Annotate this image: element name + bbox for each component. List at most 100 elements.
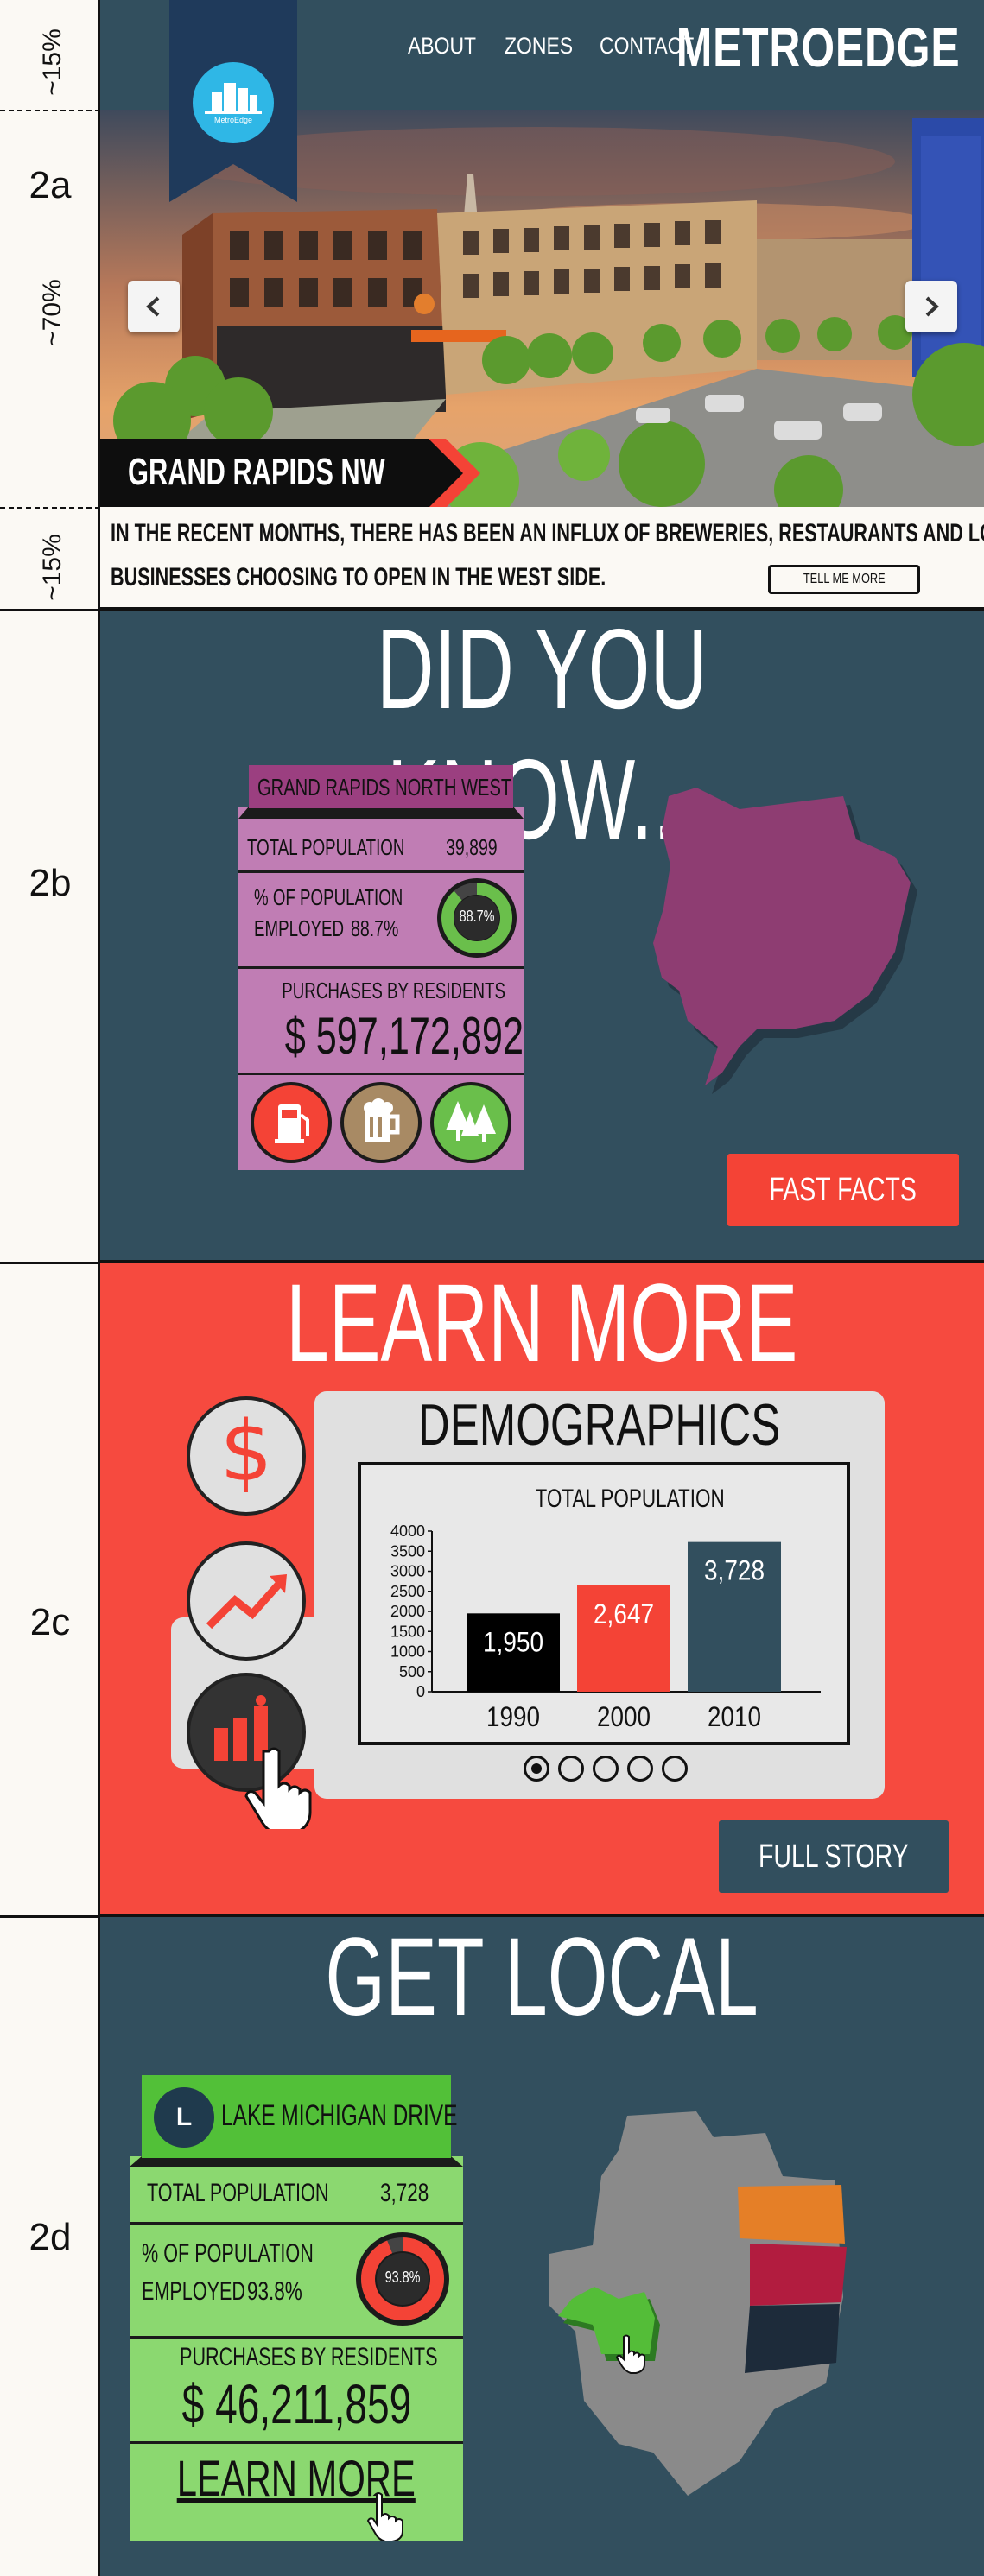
population-value: 39,899 — [446, 834, 498, 860]
location-tag: GRAND RAPIDS NW — [100, 439, 480, 508]
pagination-dot[interactable] — [593, 1756, 619, 1782]
annotation-row-2c: 2c — [0, 1264, 100, 1918]
stats-card-title: GRAND RAPIDS NORTH WEST — [257, 774, 512, 801]
nav-about[interactable]: ABOUT — [408, 33, 477, 59]
local-employed-ring: 93.8% — [354, 2231, 451, 2327]
population-label: TOTAL POPULATION — [247, 834, 405, 860]
local-purchases-label: PURCHASES BY RESIDENTS — [180, 2343, 438, 2371]
divider — [238, 966, 524, 969]
logo-icon: MetroEdge — [193, 62, 274, 143]
pagination-dot[interactable] — [627, 1756, 653, 1782]
bar-2000 — [577, 1585, 670, 1692]
employed-ring-label: 88.7% — [459, 908, 495, 925]
employed-value: 88.7% — [351, 915, 399, 941]
divider — [130, 2441, 463, 2444]
employed-label-1: % OF POPULATION — [254, 884, 403, 910]
data-label: 3,728 — [704, 1555, 765, 1586]
annotation-divider — [0, 507, 100, 509]
data-label: 1,950 — [483, 1626, 543, 1657]
bar-2010 — [688, 1541, 781, 1692]
trend-up-icon[interactable] — [187, 1541, 306, 1661]
local-population-value: 3,728 — [380, 2179, 429, 2207]
section-did-you-know: DID YOU KNOW... GRAND RAPIDS NORTH WEST … — [100, 605, 984, 1263]
intro-line-1: IN THE RECENT MONTHS, THERE HAS BEEN AN … — [111, 519, 984, 547]
section-hero: ABOUT ZONES CONTACT METROEDGE — [100, 0, 984, 611]
local-stats-card: L LAKE MICHIGAN DRIVE TOTAL POPULATION 3… — [130, 2075, 463, 2541]
x-tick-label: 2000 — [597, 1701, 651, 1732]
dollar-icon[interactable]: $ — [187, 1396, 306, 1516]
pagination-dot[interactable] — [662, 1756, 688, 1782]
gas-pump-icon[interactable] — [251, 1082, 332, 1163]
carousel-prev-button[interactable] — [128, 281, 180, 332]
chevron-right-icon — [925, 296, 939, 317]
y-tick-label: 2000 — [390, 1603, 425, 1620]
annotation-pct-mid: ~70% — [37, 279, 67, 346]
divider — [238, 1073, 524, 1075]
local-card-body — [130, 2156, 463, 2541]
data-label: 2,647 — [594, 1598, 654, 1630]
hand-pointer-icon — [366, 2492, 403, 2541]
fast-facts-button[interactable]: FAST FACTS — [727, 1154, 959, 1226]
nav-zones[interactable]: ZONES — [505, 33, 574, 59]
zones-map-shape — [549, 2111, 847, 2496]
logo-text: MetroEdge — [213, 116, 253, 124]
annotation-label: 2c — [29, 1601, 71, 1643]
local-employed-ring-label: 93.8% — [384, 2269, 421, 2286]
learn-more-title: LEARN MORE — [286, 1262, 798, 1385]
y-tick-label: 3000 — [390, 1563, 425, 1580]
nav-contact[interactable]: CONTACT — [600, 33, 695, 59]
annotation-label: 2d — [29, 2216, 72, 2258]
region-map[interactable] — [636, 770, 930, 1124]
population-chart: TOTAL POPULATION 0 500 1000 1500 2000 2500 300… — [358, 1462, 850, 1745]
local-purchases-value: $ 46,211,859 — [181, 2373, 411, 2435]
local-donut-chart — [356, 2232, 449, 2326]
location-tag-shape — [100, 439, 480, 508]
y-tick-label: 0 — [416, 1683, 425, 1700]
local-employed-value: 93.8% — [247, 2277, 302, 2306]
beer-mug-icon[interactable] — [340, 1082, 422, 1163]
bar-1990 — [467, 1613, 560, 1692]
full-story-button[interactable]: FULL STORY — [719, 1820, 949, 1893]
local-population-label: TOTAL POPULATION — [147, 2179, 329, 2207]
annotation-row-2b: 2b — [0, 611, 100, 1264]
page-main: ABOUT ZONES CONTACT METROEDGE — [100, 0, 984, 2576]
stats-card-tab — [238, 765, 524, 819]
bar-chart-icon[interactable] — [187, 1673, 306, 1792]
local-employed-label-2: EMPLOYED — [142, 2277, 246, 2306]
get-local-title: GET LOCAL — [325, 1915, 759, 2039]
carousel-next-button[interactable] — [905, 281, 957, 332]
stats-card: GRAND RAPIDS NORTH WEST TOTAL POPULATION… — [238, 765, 524, 1171]
purchases-value: $ 597,172,892 — [284, 1007, 524, 1065]
annotation-pct-top: ~15% — [37, 28, 67, 96]
intro-strip: IN THE RECENT MONTHS, THERE HAS BEEN AN … — [100, 507, 984, 611]
brand-title[interactable]: METROEDGE — [676, 16, 960, 79]
employed-label-2: EMPLOYED — [254, 915, 345, 941]
learn-more-link[interactable]: LEARN MORE — [176, 2451, 416, 2507]
purchases-label: PURCHASES BY RESIDENTS — [282, 978, 505, 1003]
location-name: GRAND RAPIDS NW — [128, 451, 385, 493]
x-tick-label: 1990 — [486, 1701, 540, 1732]
section-learn-more: LEARN MORE DEMOGRAPHICS TOTAL POPULATION… — [100, 1262, 984, 1917]
demographics-panel: DEMOGRAPHICS TOTAL POPULATION 0 500 1000 15… — [314, 1391, 885, 1799]
annotation-pct-bottom: ~15% — [37, 534, 67, 601]
hand-pointer-icon — [244, 1747, 312, 1829]
pagination-dot[interactable] — [524, 1756, 549, 1782]
intro-line-2: BUSINESSES CHOOSING TO OPEN IN THE WEST … — [111, 563, 606, 592]
y-tick-label: 3500 — [390, 1542, 425, 1560]
region-map-shape — [653, 788, 917, 1094]
trees-icon[interactable] — [430, 1082, 511, 1163]
logo-ribbon[interactable]: MetroEdge — [169, 0, 297, 202]
donut-chart — [437, 878, 517, 958]
local-card-title: LAKE MICHIGAN DRIVE — [221, 2099, 458, 2132]
annotation-row-2d: 2d — [0, 1918, 100, 2576]
divider — [130, 2336, 463, 2339]
divider — [238, 870, 524, 873]
y-tick-label: 2500 — [390, 1583, 425, 1600]
annotation-row-2a: ~15% 2a ~70% ~15% — [0, 0, 100, 611]
tell-me-more-button[interactable]: TELL ME MORE — [768, 565, 920, 594]
local-employed-label-1: % OF POPULATION — [142, 2239, 314, 2268]
zones-map[interactable] — [498, 2098, 912, 2504]
pagination-dot[interactable] — [558, 1756, 584, 1782]
location-badge: L — [154, 2087, 214, 2148]
y-tick-label: 1500 — [390, 1623, 425, 1640]
